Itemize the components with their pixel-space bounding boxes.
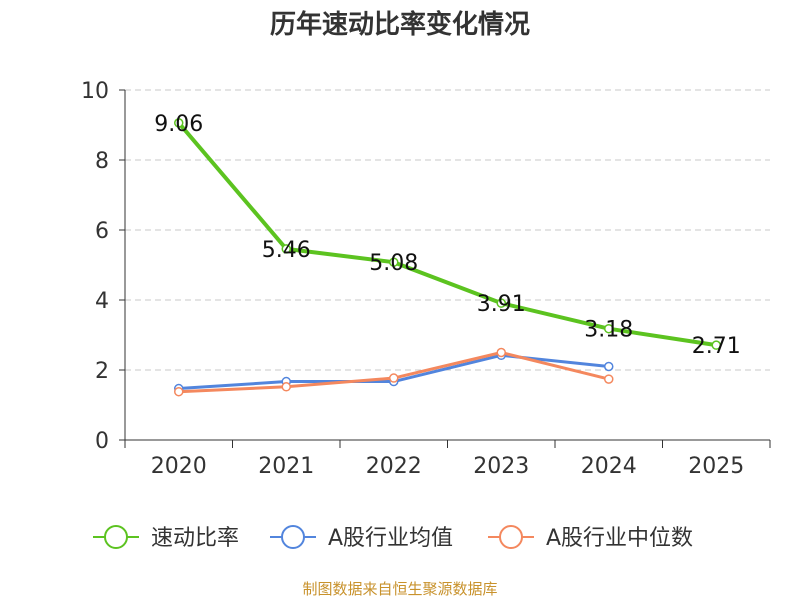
chart-title: 历年速动比率变化情况 (269, 10, 530, 40)
x-tick-label: 2025 (688, 454, 744, 479)
legend-swatch-marker (104, 525, 128, 549)
data-point (174, 386, 184, 397)
data-label: 5.46 (262, 238, 311, 263)
y-tick-label: 10 (81, 79, 109, 104)
legend-swatch-marker (499, 525, 523, 549)
legend-swatch-marker (281, 525, 305, 549)
y-tick-label: 0 (95, 429, 109, 454)
y-tick-label: 2 (95, 359, 109, 384)
x-tick-label: 2020 (151, 454, 207, 479)
data-label: 3.91 (477, 292, 526, 317)
y-tick-label: 8 (95, 149, 109, 174)
data-point (174, 118, 184, 128)
series-line (176, 120, 719, 348)
x-tick-label: 2023 (473, 454, 529, 479)
x-tick-label: 2022 (366, 454, 422, 479)
axes: 0 2 4 6 8 10 2020 2021 2022 2023 2024 2025 (81, 79, 771, 479)
legend: 速动比率 A股行业均值 A股行业中位数 (93, 525, 693, 551)
data-point (604, 323, 614, 334)
data-point (389, 373, 399, 383)
data-point (604, 361, 614, 372)
x-tick-label: 2021 (258, 454, 314, 479)
legend-label: 速动比率 (151, 526, 239, 551)
data-label: 3.18 (584, 318, 633, 343)
y-tick-label: 4 (95, 289, 109, 314)
series-lines (174, 118, 721, 397)
data-label: 9.06 (154, 112, 203, 137)
data-point (389, 257, 399, 267)
data-point (281, 382, 291, 392)
data-labels: 9.06 5.46 5.08 3.91 3.18 2.71 (154, 112, 740, 359)
data-label: 5.08 (369, 251, 418, 276)
data-point (281, 244, 291, 254)
grid-lines (125, 89, 770, 371)
y-tick-label: 6 (95, 219, 109, 244)
source-note: 制图数据来自恒生聚源数据库 (302, 580, 498, 598)
data-point (496, 347, 506, 358)
legend-label: A股行业均值 (328, 526, 453, 551)
legend-label: A股行业中位数 (546, 526, 693, 551)
data-point (604, 374, 614, 384)
data-point (711, 340, 721, 350)
x-tick-label: 2024 (581, 454, 637, 479)
data-label: 2.71 (692, 334, 741, 359)
data-point (496, 298, 506, 308)
